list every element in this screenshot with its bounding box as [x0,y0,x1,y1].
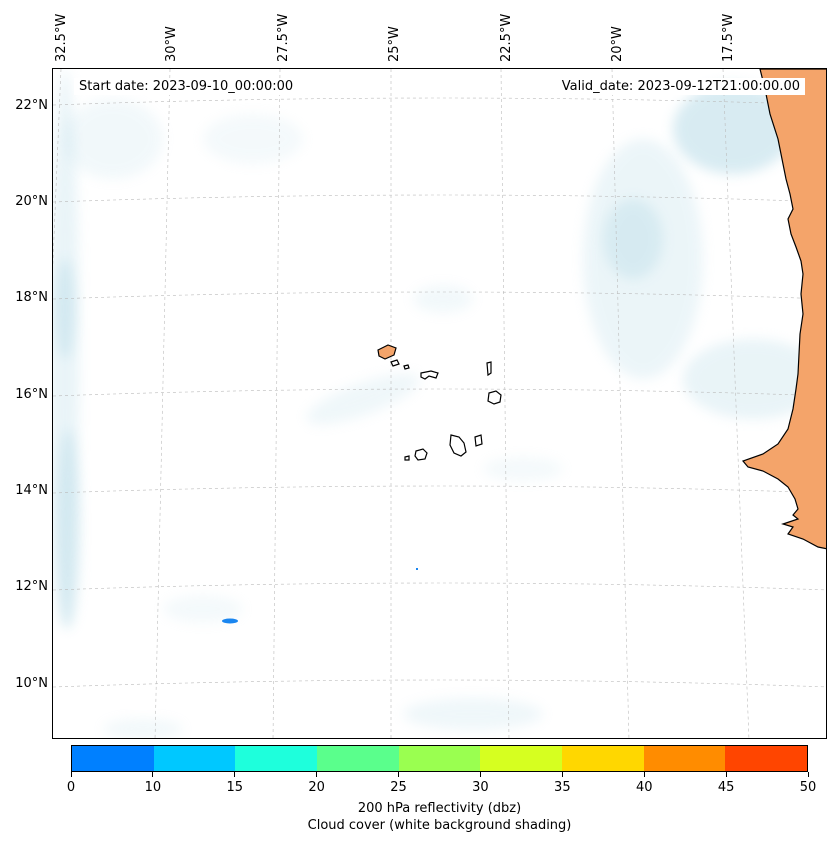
island-santa-luzia [403,364,410,370]
colorbar-tick [234,772,236,777]
cape-verde-islands [377,344,502,461]
colorbar-tick [316,772,318,777]
colorbar-segment [725,746,808,771]
reflectivity-echoes [222,568,418,624]
cloud-cover-shading [53,69,823,738]
reflectivity-echo [222,618,238,624]
colorbar-tick [70,772,72,777]
lon-tick-label: 20°W [610,26,625,62]
map-panel[interactable]: Start date: 2023-09-10_00:00:00 Valid_da… [52,68,827,739]
lon-tick-label: 27.5°W [276,13,291,62]
colorbar-tick-label: 35 [554,780,571,795]
colorbar-segment [643,746,726,771]
graticule [53,69,826,738]
island-santiago [449,434,467,457]
colorbar-tick [398,772,400,777]
map-canvas [53,69,826,738]
lat-tick-label: 20°N [15,194,48,209]
island-santo-antao [377,344,397,360]
island-sao-nicolau [420,370,439,380]
colorbar-tick-label: 25 [390,780,407,795]
island-fogo [414,448,428,461]
colorbar-tick-label: 20 [308,780,325,795]
colorbar-tick-label: 45 [717,780,735,795]
island-boa-vista [487,390,502,405]
colorbar-segment [153,746,236,771]
colorbar-tick-label: 15 [226,780,244,795]
lon-tick-label: 32.5°W [54,13,69,62]
colorbar-segment [317,746,399,771]
lat-tick-label: 10°N [15,676,48,691]
colorbar-tick-label: 0 [66,780,76,795]
colorbar-sublabel: Cloud cover (white background shading) [307,818,572,833]
colorbar-tick [643,772,645,777]
lat-tick-label: 14°N [15,483,48,498]
colorbar-segment [562,746,644,771]
africa-coastline [741,69,826,550]
lat-tick-label: 16°N [15,387,48,402]
lat-tick-label: 18°N [15,290,48,305]
colorbar-tick [561,772,563,777]
lon-tick-label: 30°W [164,26,179,62]
colorbar-segment [480,746,563,771]
colorbar-tick [152,772,154,777]
lon-tick-label: 17.5°W [721,13,736,62]
lat-tick-label: 12°N [15,579,48,594]
colorbar-tick-label: 30 [472,780,489,795]
colorbar-tick-label: 10 [144,780,162,795]
island-sao-vicente [390,359,400,367]
colorbar-tick [807,772,809,777]
colorbar-tick-label: 40 [635,780,653,795]
colorbar-label: 200 hPa reflectivity (dbz) [357,801,522,816]
valid-date-label: Valid_date: 2023-09-12T21:00:00.00 [556,78,805,95]
reflectivity-colorbar [71,745,808,772]
reflectivity-echo [416,568,418,570]
lon-tick-label: 25°W [387,26,402,62]
colorbar-segment [235,746,318,771]
colorbar-segment [398,746,481,771]
colorbar-tick-label: 50 [799,780,817,795]
island-sal [486,361,492,377]
island-brava [404,455,410,461]
start-date-label: Start date: 2023-09-10_00:00:00 [74,78,299,95]
colorbar-tick [725,772,727,777]
lon-tick-label: 22.5°W [499,13,514,62]
colorbar-tick [479,772,481,777]
island-maio [474,434,483,447]
lat-tick-label: 22°N [15,98,48,113]
colorbar-segment [72,746,154,771]
